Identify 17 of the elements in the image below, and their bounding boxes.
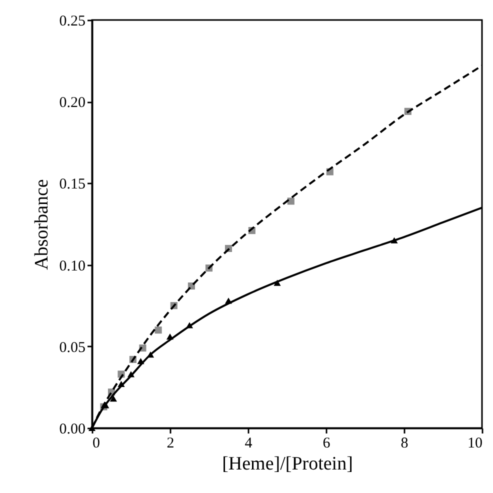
x-tick-label: 0 bbox=[92, 436, 100, 452]
y-tick-label: 0.05 bbox=[59, 340, 86, 356]
x-tick-label: 10 bbox=[468, 436, 482, 452]
x-tick-label: 6 bbox=[322, 436, 331, 452]
y-tick-label: 0.15 bbox=[59, 176, 86, 193]
x-tick-label: 4 bbox=[244, 436, 253, 452]
y-tick-label: 0.10 bbox=[59, 258, 86, 274]
point bbox=[154, 326, 162, 334]
y-tick-label: 0.00 bbox=[59, 422, 86, 438]
y-tick-label: 0.25 bbox=[59, 14, 86, 30]
x-tick-label: 8 bbox=[400, 436, 408, 452]
x-axis-title: [Heme]/[Protein] bbox=[222, 454, 353, 474]
y-axis-title: Absorbance bbox=[31, 179, 52, 270]
point bbox=[287, 198, 294, 205]
y-tick-label: 0.20 bbox=[59, 95, 86, 112]
x-tick-label: 2 bbox=[166, 436, 174, 452]
point bbox=[110, 396, 117, 402]
